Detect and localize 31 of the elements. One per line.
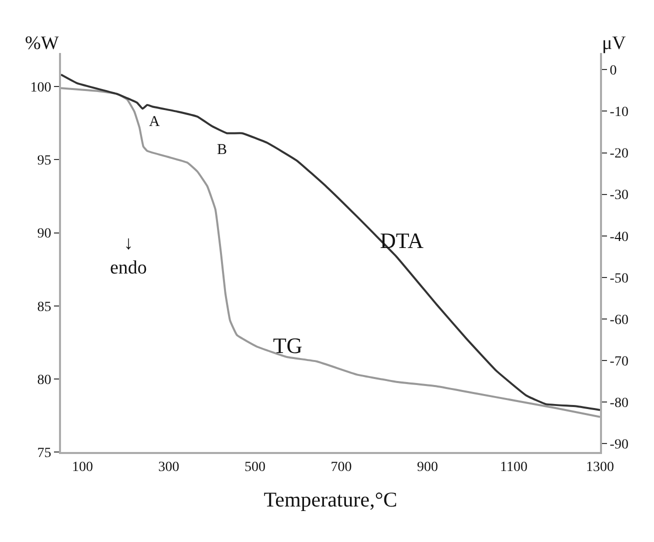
x-axis-title: Temperature,°C	[264, 488, 398, 512]
y2-tick-label: -30	[610, 188, 628, 204]
x-tick-label: 500	[244, 460, 266, 475]
y-axis-title: %W	[25, 33, 59, 54]
annotation: B	[217, 142, 228, 158]
y2-tick-label: -20	[610, 146, 628, 162]
y-tick-label: 85	[37, 300, 52, 315]
y-tick-label: 90	[37, 226, 52, 242]
annotation: DTA	[380, 228, 424, 253]
x-tick-label: 300	[158, 460, 180, 475]
y-tick-label: 75	[37, 446, 52, 461]
annotation: A	[149, 114, 160, 130]
x-tick-label: 100	[72, 460, 94, 475]
x-tick-label: 700	[330, 460, 352, 475]
x-tick-label: 1100	[500, 460, 528, 475]
y2-tick-label: 0	[610, 64, 617, 79]
annotation: ↓ endo	[110, 233, 147, 279]
y-tick-label: 95	[37, 154, 52, 169]
y2-tick-label: -40	[610, 230, 628, 245]
x-tick-label: 900	[417, 460, 438, 475]
y2-tick-label: -50	[610, 271, 628, 286]
y-tick-label: 100	[30, 80, 52, 96]
y2-tick-label: -60	[610, 312, 628, 328]
y2-tick-label: -70	[610, 354, 628, 370]
y2-tick-label: -10	[610, 105, 628, 120]
y2-axis-title: μV	[602, 33, 626, 54]
x-tick-label: 1300	[586, 460, 614, 475]
y-tick-label: 80	[37, 372, 52, 388]
annotation: TG	[273, 333, 302, 358]
y2-tick-label: -90	[610, 438, 628, 453]
y2-tick-label: -80	[610, 396, 628, 412]
